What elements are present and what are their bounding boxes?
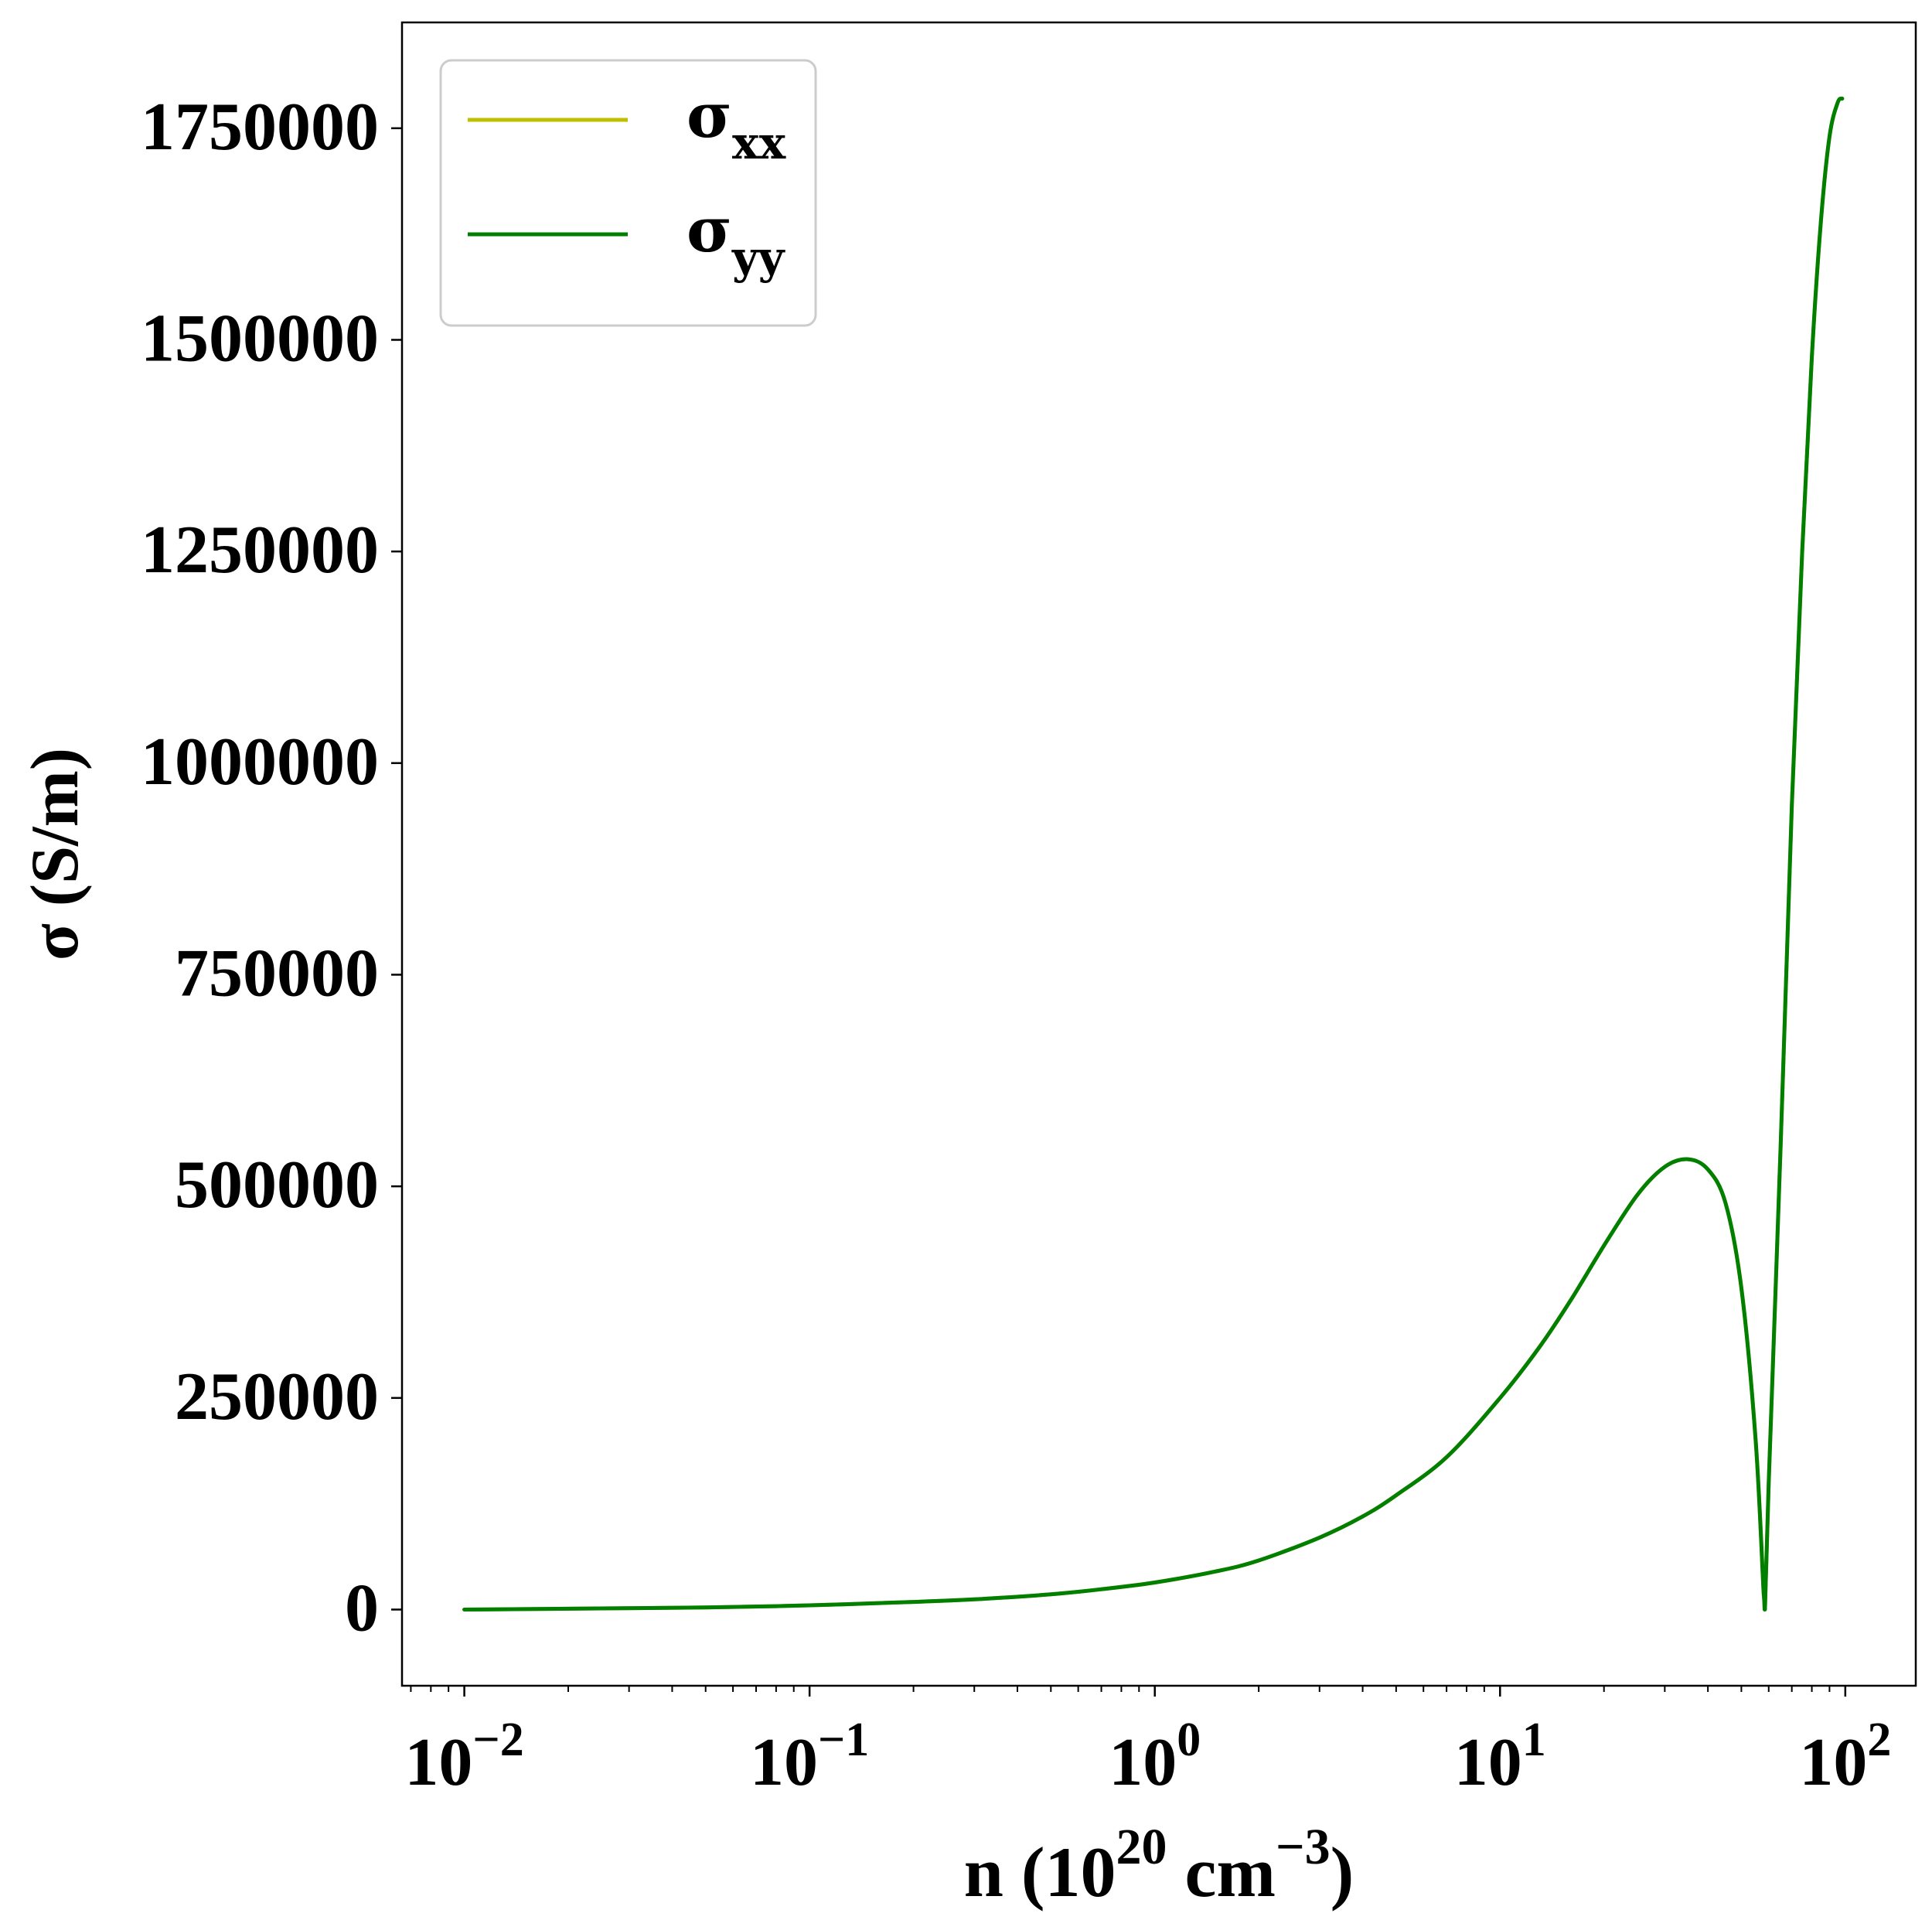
y-axis-ticks: 0 250000 500000 750000 1000000 1250000 1500000… <box>141 90 402 1646</box>
x-tick-label: 10−2 <box>404 1714 523 1800</box>
x-axis-label: n (1020 cm−3) <box>964 1819 1354 1912</box>
x-axis-ticks: 10−2 10−1 100 101 102 <box>404 1686 1891 1800</box>
legend-label-yy: σyy <box>687 193 786 284</box>
y-tick-label: 250000 <box>175 1359 379 1434</box>
y-tick-label: 1500000 <box>141 301 379 376</box>
y-tick-label: 0 <box>345 1571 379 1646</box>
x-axis-label-exponent: 20 <box>1116 1819 1167 1875</box>
y-tick-label: 1250000 <box>141 513 379 588</box>
y-tick-label: 1000000 <box>141 725 379 800</box>
plot-frame <box>400 21 1917 1687</box>
legend-label-xx: σxx <box>687 79 786 169</box>
series-layer <box>462 96 1845 1612</box>
legend: σxx σyy <box>439 59 817 327</box>
x-tick-label: 102 <box>1799 1714 1891 1800</box>
y-axis-label: σ (S/m) <box>18 748 93 960</box>
x-tick-label: 101 <box>1454 1714 1546 1800</box>
y-tick-label: 1750000 <box>141 90 379 165</box>
x-axis-label-close: ) <box>1331 1833 1354 1912</box>
x-axis-label-base: n (10 <box>964 1833 1116 1912</box>
x-tick-label: 10−1 <box>750 1714 869 1800</box>
legend-box <box>439 59 817 327</box>
plot-area <box>400 21 1917 1687</box>
y-tick-label: 500000 <box>175 1148 379 1223</box>
x-axis-label-unit-exponent: −3 <box>1276 1819 1331 1875</box>
series-line-yy <box>462 96 1845 1612</box>
y-tick-label: 750000 <box>175 936 379 1011</box>
x-tick-label: 100 <box>1109 1714 1201 1800</box>
x-axis-label-unit: cm <box>1167 1833 1276 1912</box>
